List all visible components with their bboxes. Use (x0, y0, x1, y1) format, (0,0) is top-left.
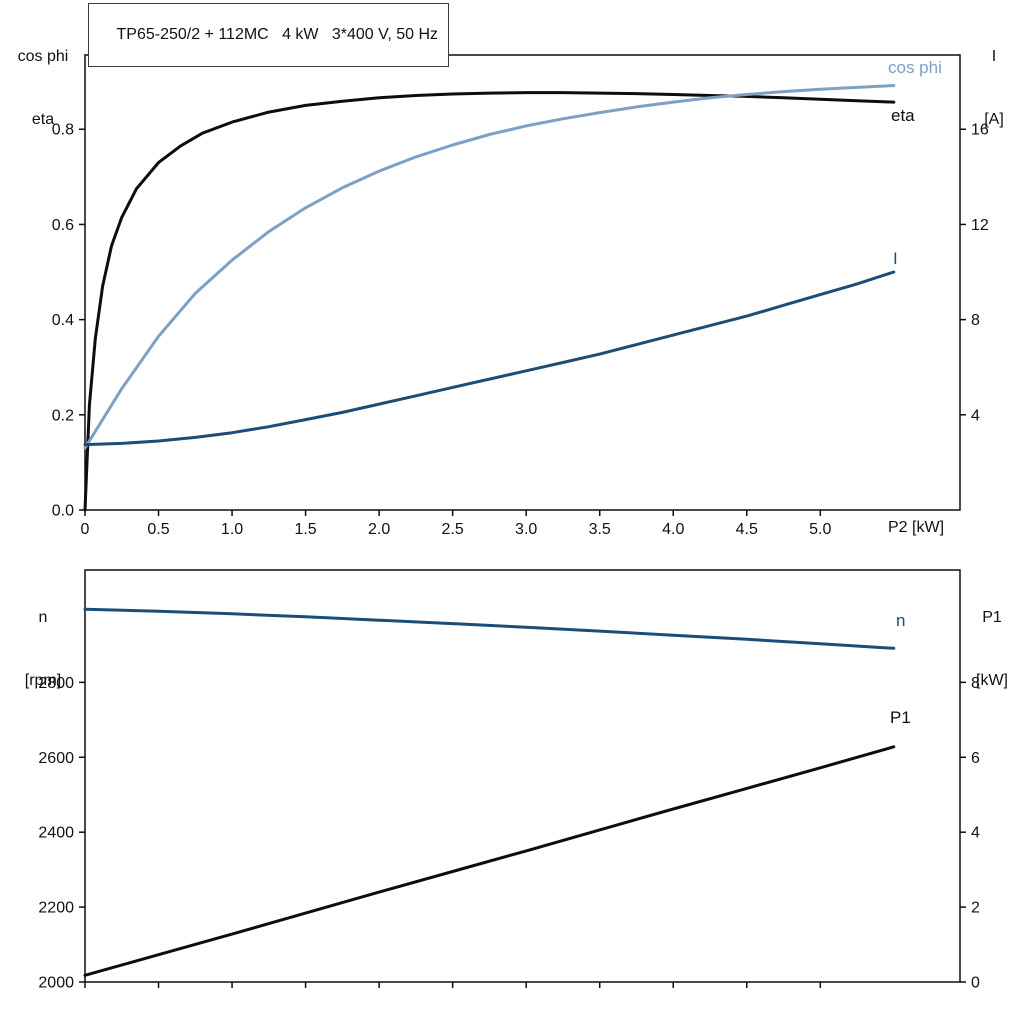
chart-title-box: TP65-250/2 + 112MC 4 kW 3*400 V, 50 Hz (88, 3, 450, 67)
bottom-right-axis-title-line2: [kW] (976, 672, 1008, 689)
y-left-tick-label: 2800 (38, 675, 74, 692)
bottom-right-axis-title-line1: P1 (982, 609, 1002, 626)
y-right-tick-label: 12 (971, 217, 989, 234)
y-left-tick-label: 2000 (38, 975, 74, 992)
y-right-tick-label: 6 (971, 750, 980, 767)
curve-cos-phi (83, 84, 896, 450)
y-left-tick-label: 0.8 (52, 122, 74, 139)
curve-current (83, 270, 896, 447)
top-left-axis-title-line2: eta (31, 111, 55, 128)
curve-p1 (83, 745, 896, 977)
y-right-tick-label: 4 (971, 407, 980, 424)
y-left-tick-label: 0.6 (52, 217, 74, 234)
y-left-tick-label: 2600 (38, 750, 74, 767)
curve-label-current: I (893, 249, 898, 268)
x-tick-label: 3.0 (515, 521, 537, 538)
top-left-axis-title: cos phi eta (4, 4, 82, 172)
speed-and-input-power-frame (84, 569, 961, 983)
y-right-tick-label: 2 (971, 900, 980, 917)
bottom-left-axis-title-line1: n (38, 609, 48, 626)
curve-speed (83, 607, 896, 650)
y-left-tick-label: 2200 (38, 900, 74, 917)
y-left-tick-label: 0.0 (52, 503, 74, 520)
motor-performance-frame (84, 54, 961, 511)
y-right-tick-label: 8 (971, 312, 980, 329)
y-left-tick-label: 0.4 (52, 312, 74, 329)
x-tick-label: 0 (81, 521, 90, 538)
y-right-tick-label: 16 (971, 122, 989, 139)
curve-label-p1: P1 (890, 708, 911, 727)
y-left-tick-label: 0.2 (52, 407, 74, 424)
y-left-tick-label: 2400 (38, 825, 74, 842)
top-left-axis-title-line1: cos phi (17, 48, 69, 65)
chart-title: TP65-250/2 + 112MC 4 kW 3*400 V, 50 Hz (116, 26, 439, 43)
bottom-right-axis-title: P1 [kW] (964, 565, 1020, 733)
top-right-axis-title-line2: [A] (984, 111, 1004, 128)
x-tick-label: 1.5 (294, 521, 316, 538)
top-right-axis-title: I [A] (968, 4, 1020, 172)
x-axis-title: P2 [kW] (888, 519, 945, 536)
x-tick-label: 0.5 (147, 521, 169, 538)
curve-label-speed: n (896, 611, 906, 630)
x-tick-label: 2.5 (442, 521, 464, 538)
y-right-tick-label: 0 (971, 975, 980, 992)
x-tick-label: 4.5 (736, 521, 758, 538)
y-right-tick-label: 4 (971, 825, 980, 842)
y-right-tick-label: 8 (971, 675, 980, 692)
x-tick-label: 3.5 (589, 521, 611, 538)
curve-eta (83, 91, 896, 512)
bottom-left-axis-title: n [rpm] (4, 565, 82, 733)
bottom-left-axis-title-line2: [rpm] (24, 672, 62, 689)
x-tick-label: 1.0 (221, 521, 243, 538)
top-right-axis-title-line1: I (991, 48, 997, 65)
curve-label-cos-phi: cos phi (888, 58, 942, 77)
x-tick-label: 2.0 (368, 521, 390, 538)
curve-label-eta: eta (891, 106, 915, 125)
x-tick-label: 4.0 (662, 521, 684, 538)
x-tick-label: 5.0 (809, 521, 831, 538)
